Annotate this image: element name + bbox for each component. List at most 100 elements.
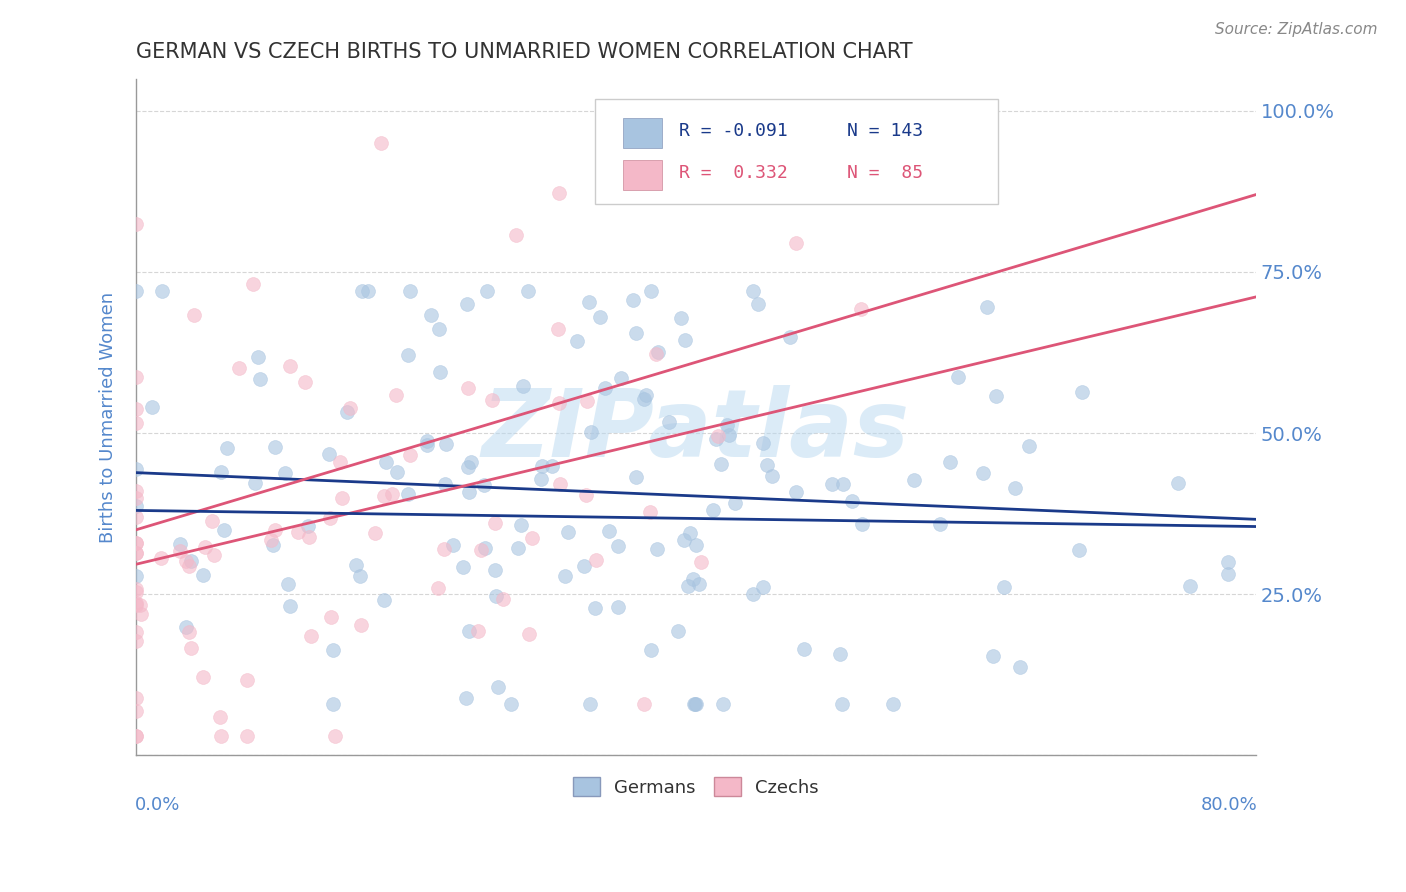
Point — [747, 296, 769, 310]
Point — [484, 563, 506, 577]
Point — [278, 359, 301, 373]
Point — [986, 389, 1008, 403]
Point — [548, 396, 571, 410]
Point — [125, 585, 148, 599]
Point — [1070, 384, 1092, 399]
Point — [299, 628, 322, 642]
Point — [702, 502, 724, 516]
Point — [429, 365, 451, 379]
Point — [575, 488, 598, 502]
Point — [180, 554, 202, 568]
Bar — [623, 118, 662, 148]
Point — [640, 642, 662, 657]
Point — [575, 393, 598, 408]
Point — [821, 476, 844, 491]
Point — [474, 541, 496, 555]
Point — [849, 302, 872, 317]
Point — [191, 670, 214, 684]
Point — [606, 600, 628, 615]
Point — [426, 581, 449, 595]
Point — [287, 524, 309, 539]
Point — [399, 285, 422, 299]
Point — [125, 547, 148, 561]
Bar — [623, 160, 662, 190]
Point — [387, 465, 409, 479]
Point — [457, 381, 479, 395]
Point — [125, 535, 148, 549]
Point — [851, 516, 873, 531]
Point — [319, 511, 342, 525]
Point — [474, 478, 496, 492]
Point — [249, 372, 271, 386]
Point — [458, 624, 481, 638]
Point — [710, 458, 733, 472]
Text: 0.0%: 0.0% — [135, 796, 180, 814]
Point — [457, 460, 479, 475]
Point — [742, 285, 765, 299]
Point — [177, 624, 200, 639]
Point — [125, 582, 148, 597]
Point — [415, 434, 437, 449]
Point — [384, 388, 406, 402]
Point — [460, 455, 482, 469]
Point — [129, 599, 152, 613]
Point — [433, 541, 456, 556]
Point — [633, 697, 655, 711]
Point — [624, 326, 647, 341]
Point — [180, 640, 202, 655]
Point — [125, 461, 148, 475]
Point — [1216, 555, 1239, 569]
Point — [236, 729, 259, 743]
Point — [928, 516, 950, 531]
Point — [718, 427, 741, 442]
Point — [209, 710, 232, 724]
Text: N =  85: N = 85 — [848, 164, 924, 182]
Point — [125, 729, 148, 743]
Point — [638, 505, 661, 519]
Legend: Germans, Czechs: Germans, Czechs — [565, 770, 827, 804]
Point — [972, 466, 994, 480]
Point — [264, 440, 287, 454]
Point — [373, 489, 395, 503]
Point — [640, 285, 662, 299]
Point — [506, 541, 529, 556]
Point — [125, 691, 148, 706]
Point — [125, 624, 148, 639]
Point — [174, 620, 197, 634]
Point — [339, 401, 361, 415]
Point — [350, 617, 373, 632]
Point — [370, 136, 392, 150]
Point — [336, 405, 359, 419]
Point — [510, 517, 533, 532]
Point — [349, 568, 371, 582]
Point — [125, 401, 148, 416]
Point — [277, 577, 299, 591]
Point — [454, 690, 477, 705]
Point — [263, 523, 285, 537]
Point — [676, 579, 699, 593]
Point — [486, 680, 509, 694]
Point — [685, 697, 707, 711]
Point — [179, 558, 201, 573]
Point — [228, 360, 250, 375]
Point — [485, 589, 508, 603]
Point — [841, 493, 863, 508]
Point — [517, 627, 540, 641]
Point — [209, 465, 232, 479]
Point — [243, 476, 266, 491]
Point — [169, 544, 191, 558]
Point — [456, 297, 478, 311]
Point — [381, 487, 404, 501]
Point — [125, 546, 148, 560]
Point — [396, 348, 419, 362]
Point — [458, 484, 481, 499]
Point — [183, 308, 205, 322]
Point — [419, 308, 441, 322]
Point — [125, 596, 148, 610]
Point — [125, 729, 148, 743]
Point — [169, 537, 191, 551]
Point — [501, 697, 523, 711]
Point — [557, 524, 579, 539]
Point — [517, 285, 540, 299]
Point — [574, 558, 596, 573]
